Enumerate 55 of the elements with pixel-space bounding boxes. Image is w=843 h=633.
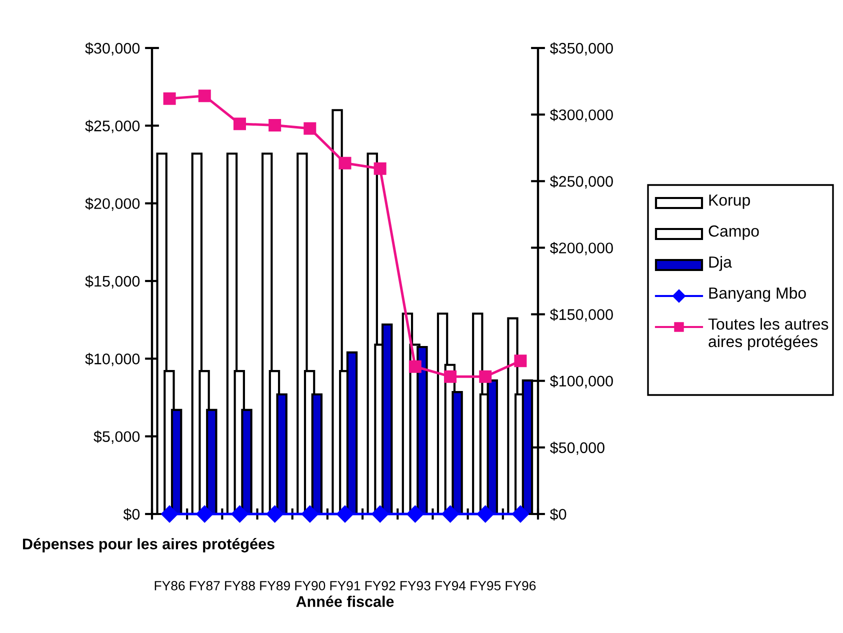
text: Dépenses pour les aires protégées xyxy=(23,538,274,552)
point xyxy=(512,505,530,523)
x-tick-label: FY86 xyxy=(154,581,185,590)
point xyxy=(268,118,282,132)
legend-label: Korup xyxy=(709,194,750,209)
x-tick-label: FY91 xyxy=(330,581,360,590)
point xyxy=(444,370,457,383)
legend-label: Banyang Mbo xyxy=(709,287,806,302)
point xyxy=(160,505,178,523)
point xyxy=(374,162,386,175)
point xyxy=(476,505,494,523)
y2-tick-label: $350,000 xyxy=(550,42,613,56)
point xyxy=(196,505,214,523)
point xyxy=(514,354,527,368)
point xyxy=(301,505,318,523)
x-tick-label: FY88 xyxy=(225,581,255,590)
y-tick-label: $20,000 xyxy=(85,198,140,211)
x-tick-label: FY89 xyxy=(260,581,290,590)
legend-label: Campo xyxy=(708,225,759,240)
y-tick-label: $5,000 xyxy=(94,430,140,444)
x-axis-title: Année fiscale xyxy=(296,596,394,607)
point xyxy=(231,505,248,523)
point xyxy=(198,90,211,102)
y2-tick-label: $250,000 xyxy=(550,175,613,189)
x-tick-label: FY90 xyxy=(295,581,326,590)
x-tick-label: FY95 xyxy=(470,581,501,590)
x-tick-label: FY92 xyxy=(365,581,396,590)
point xyxy=(336,505,354,523)
y2-tick-label: $50,000 xyxy=(550,442,604,455)
point xyxy=(479,370,492,383)
y-tick-label: $15,000 xyxy=(85,275,140,288)
x-tick-label: FY93 xyxy=(400,581,430,590)
y-tick-label: $30,000 xyxy=(85,42,140,56)
point xyxy=(163,92,176,105)
legend-label: Toutes les autres aires protégées xyxy=(708,318,828,350)
x-tick-label: FY87 xyxy=(190,581,220,590)
x-tick-label: FY94 xyxy=(436,581,466,590)
point xyxy=(233,118,246,130)
point xyxy=(372,505,389,523)
x-tick-label: FY96 xyxy=(506,581,536,590)
y-tick-label: $25,000 xyxy=(85,120,140,134)
point xyxy=(408,360,422,373)
point xyxy=(406,505,424,523)
y2-tick-label: $300,000 xyxy=(550,108,613,122)
legend-label: Dja xyxy=(709,256,732,271)
point xyxy=(266,505,284,523)
point xyxy=(442,505,459,523)
point xyxy=(304,122,316,135)
y2-tick-label: $100,000 xyxy=(550,375,613,388)
y2-tick-label: $150,000 xyxy=(550,308,613,322)
point xyxy=(338,156,352,170)
y2-tick-label: $0 xyxy=(550,508,566,521)
y-tick-label: $0 xyxy=(123,508,140,521)
y2-tick-label: $200,000 xyxy=(550,242,613,256)
y-tick-label: $10,000 xyxy=(85,352,140,366)
